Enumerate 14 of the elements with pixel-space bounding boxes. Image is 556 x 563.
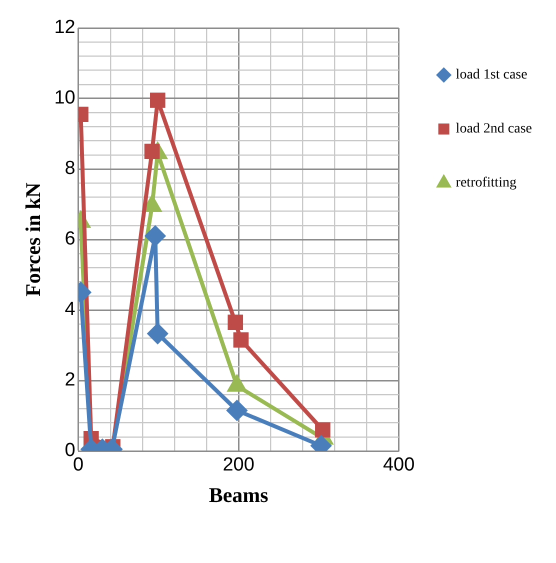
y-axis-title: Forces in kN xyxy=(21,182,46,296)
y-tick-label: 6 xyxy=(64,228,76,250)
y-tick-label: 12 xyxy=(54,17,76,38)
legend-label: load 2nd case xyxy=(456,122,532,137)
y-tick-label: 8 xyxy=(64,158,76,180)
y-tick-label: 2 xyxy=(64,370,76,391)
y-tick-label: 0 xyxy=(64,440,76,462)
legend-label: load 1st case xyxy=(456,68,528,83)
legend-label: retrofitting xyxy=(456,176,516,191)
x-axis-title: Beams xyxy=(208,482,268,507)
y-tick-label: 10 xyxy=(54,88,76,109)
x-tick-label: 400 xyxy=(382,454,415,476)
y-tick-label: 4 xyxy=(64,299,76,320)
x-tick-label: 200 xyxy=(222,454,254,476)
